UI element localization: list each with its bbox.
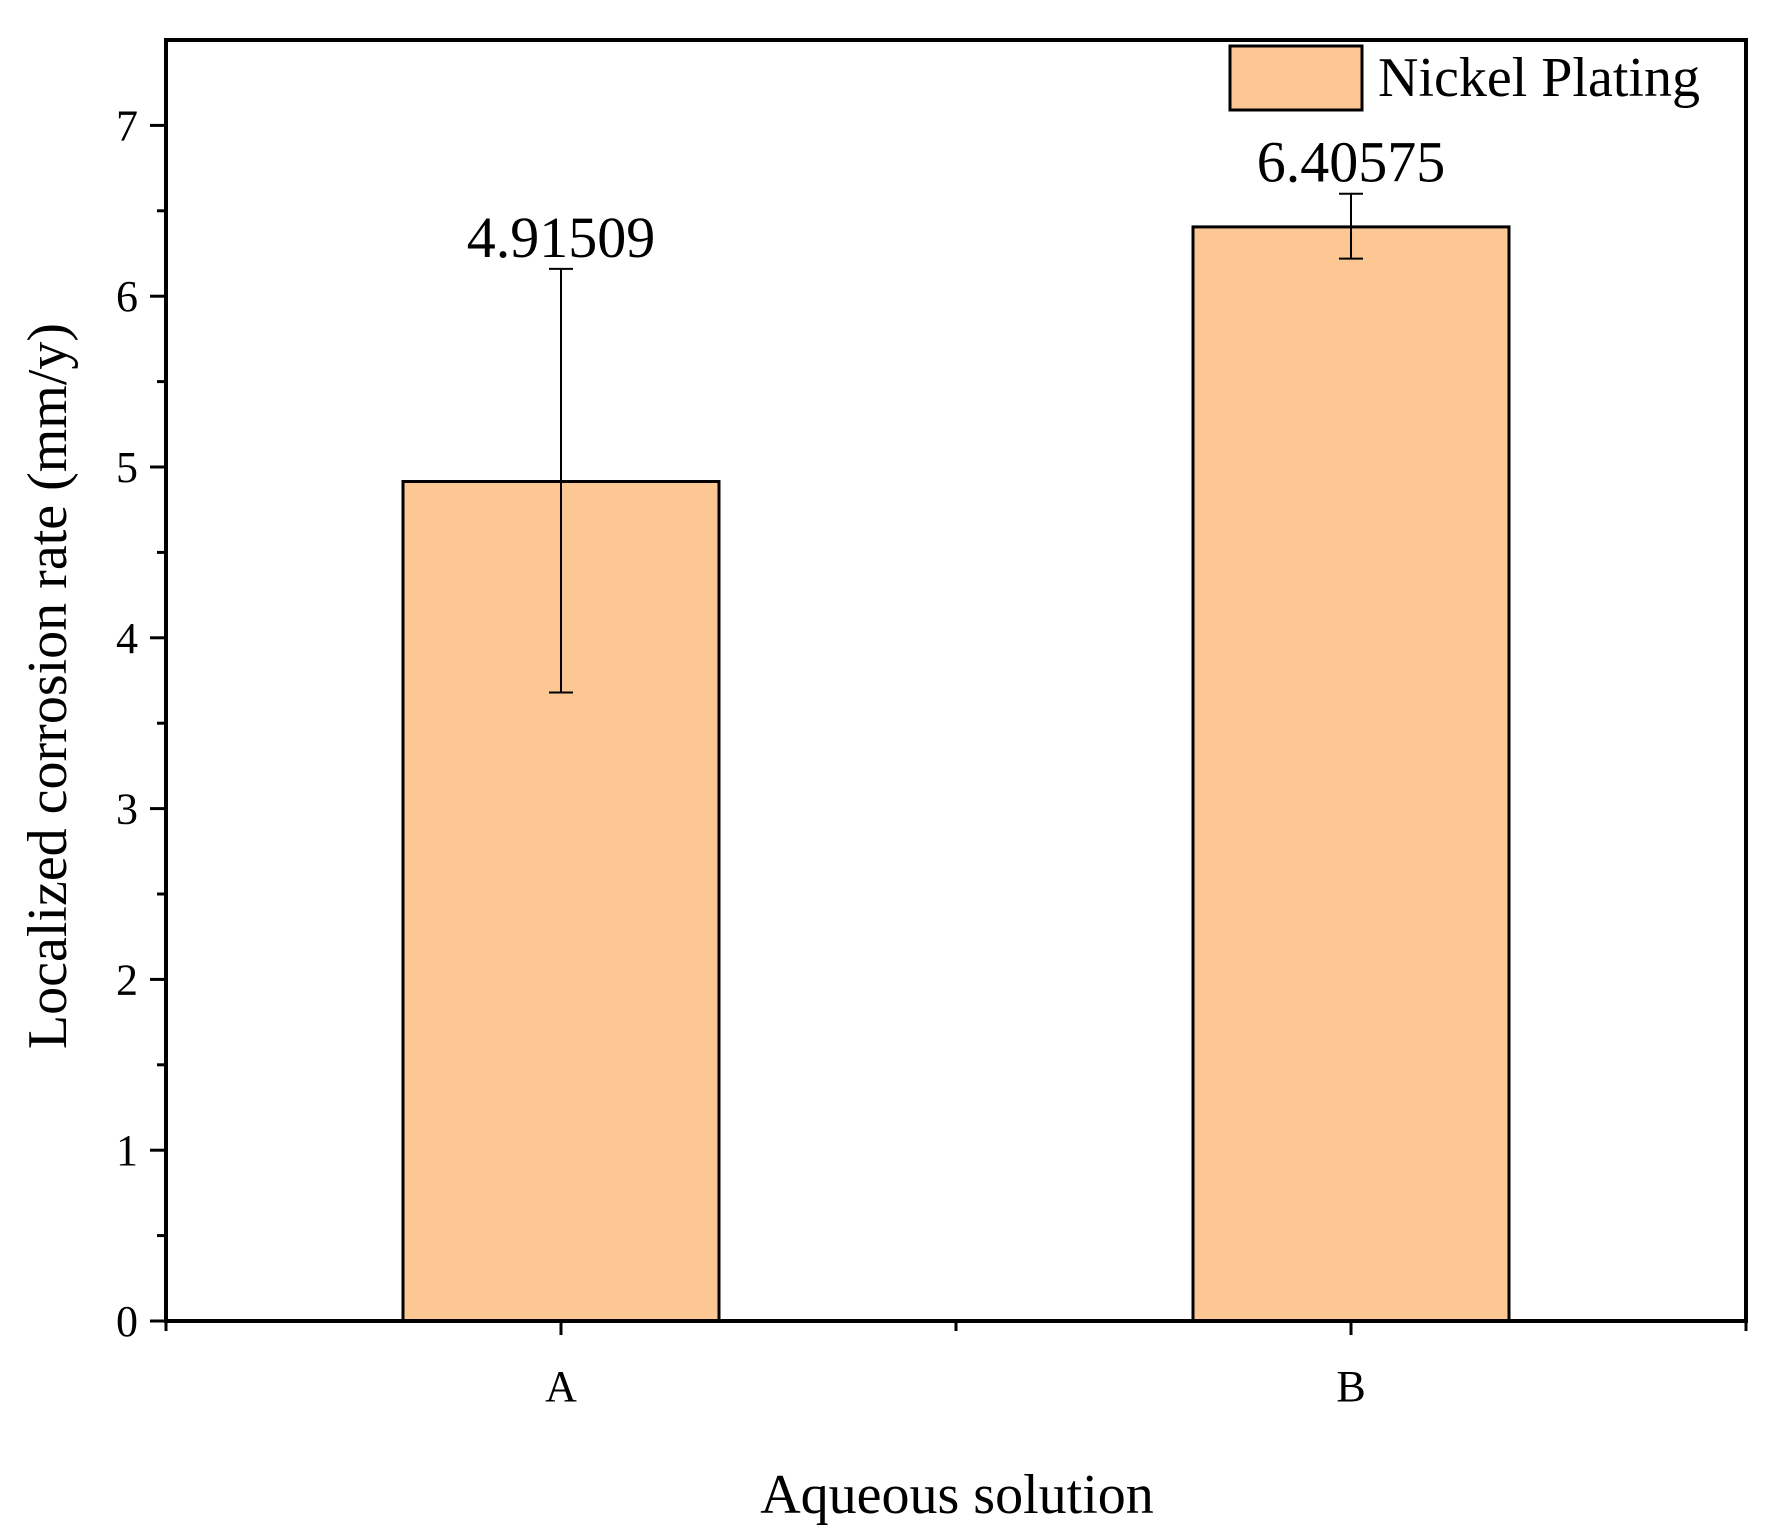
legend-label: Nickel Plating [1378, 47, 1700, 109]
y-tick-label: 6 [116, 272, 138, 321]
labels: Aqueous solution Localized corrosion rat… [17, 323, 1154, 1526]
y-tick-label: 1 [116, 1126, 138, 1175]
legend-swatch [1228, 44, 1364, 112]
legend: Nickel Plating [1228, 44, 1700, 112]
y-tick-label: 4 [116, 614, 138, 663]
y-tick-label: 2 [116, 955, 138, 1004]
y-tick-label: 5 [116, 443, 138, 492]
y-axis-label: Localized corrosion rate (mm/y) [17, 323, 79, 1049]
x-tick-label-B: B [1336, 1362, 1365, 1411]
x-axis-label: Aqueous solution [760, 1464, 1154, 1526]
plot-area: 4.91509 6.40575 [401, 130, 1511, 1323]
y-tick-label: 7 [116, 101, 138, 150]
axes-frame [164, 38, 1748, 1323]
y-tick-label: 0 [116, 1297, 138, 1346]
data-label-A: 4.91509 [467, 205, 656, 270]
axes: A B 0 1 2 3 4 5 6 7 [116, 38, 1748, 1411]
data-label-B: 6.40575 [1257, 130, 1446, 195]
y-tick-label: 3 [116, 785, 138, 834]
bar-B [1191, 225, 1511, 1323]
x-tick-label-A: A [545, 1362, 577, 1411]
